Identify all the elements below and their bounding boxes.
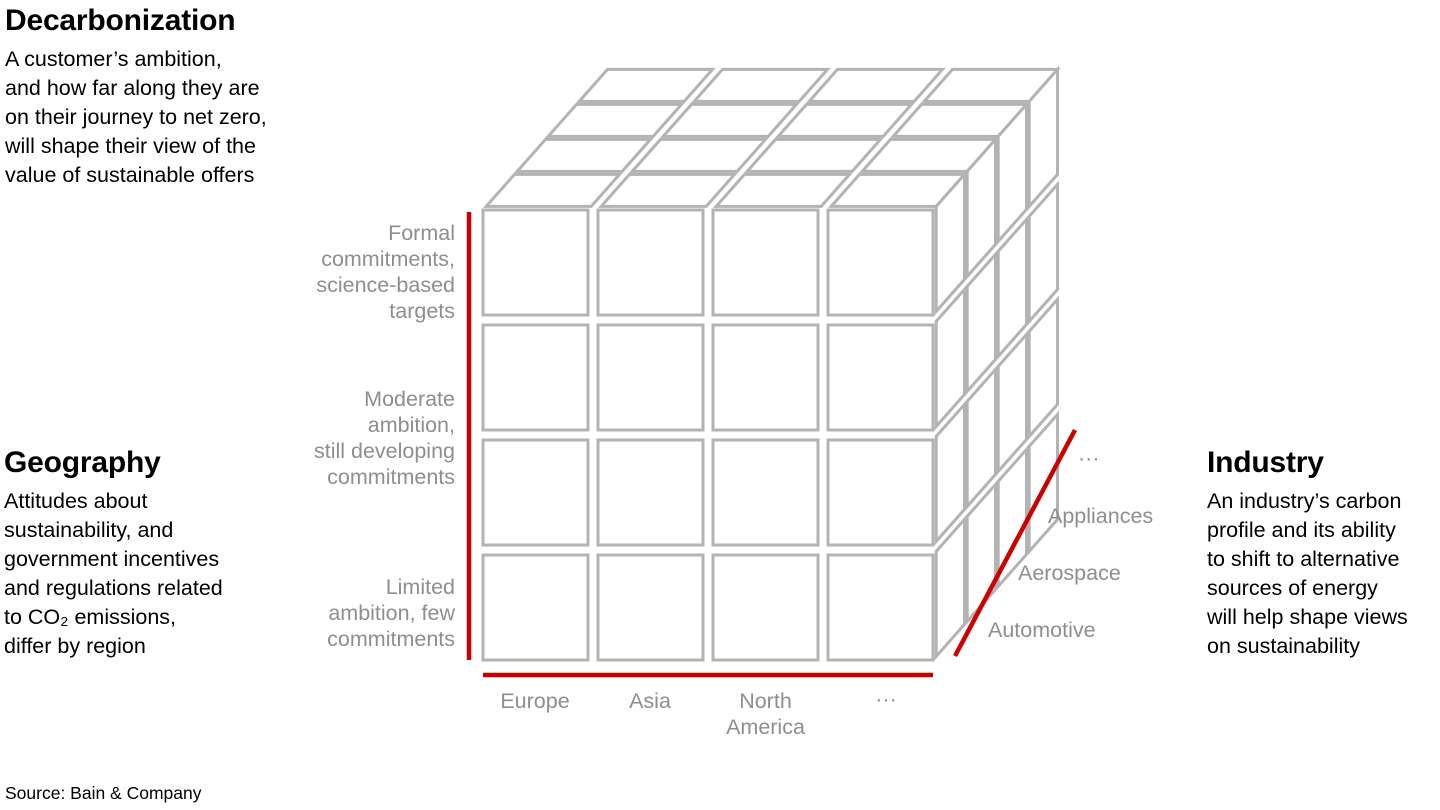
- axis-lines: [466, 212, 1077, 678]
- cube-top-face: [482, 67, 1061, 208]
- note-industry-body: An industry’s carbon profile and its abil…: [1207, 489, 1408, 658]
- y-axis-label-limited-ambition: Limited ambition, few commitments: [327, 575, 455, 651]
- x-axis-label-asia: Asia: [629, 689, 671, 713]
- note-geography-body: Attitudes about sustainability, and govern…: [4, 489, 223, 658]
- cube-right-face: [934, 65, 1059, 661]
- x-axis-label-europe: Europe: [500, 689, 570, 713]
- z-axis-line: [953, 428, 1077, 658]
- z-axis-label-aerospace: Aerospace: [1018, 561, 1121, 585]
- note-industry: Industry An industry’s carbon profile and…: [1207, 446, 1440, 661]
- note-geography: Geography Attitudes about sustainability,…: [4, 446, 304, 661]
- z-axis-label-ellipsis: ···: [1078, 446, 1100, 470]
- y-axis-label-formal-commitments: Formal commitments, science-based targets: [316, 221, 455, 323]
- source-line: Source: Bain & Company: [5, 783, 202, 803]
- note-geography-title: Geography: [4, 446, 161, 479]
- z-axis-label-automotive: Automotive: [988, 618, 1096, 642]
- note-industry-title: Industry: [1207, 446, 1324, 479]
- z-axis-label-appliances: Appliances: [1048, 504, 1154, 528]
- y-axis-label-moderate-ambition: Moderate ambition, still developing commitm…: [313, 387, 455, 489]
- note-decarbonization-title: Decarbonization: [5, 4, 236, 37]
- x-axis-label-ellipsis: ···: [875, 687, 897, 711]
- cube-front-face: [481, 208, 935, 662]
- note-decarbonization-body: A customer’s ambition, and how far along …: [5, 47, 267, 187]
- x-axis-label-north-america: North America: [726, 689, 805, 739]
- note-decarbonization: Decarbonization A customer’s ambition, an…: [5, 4, 335, 190]
